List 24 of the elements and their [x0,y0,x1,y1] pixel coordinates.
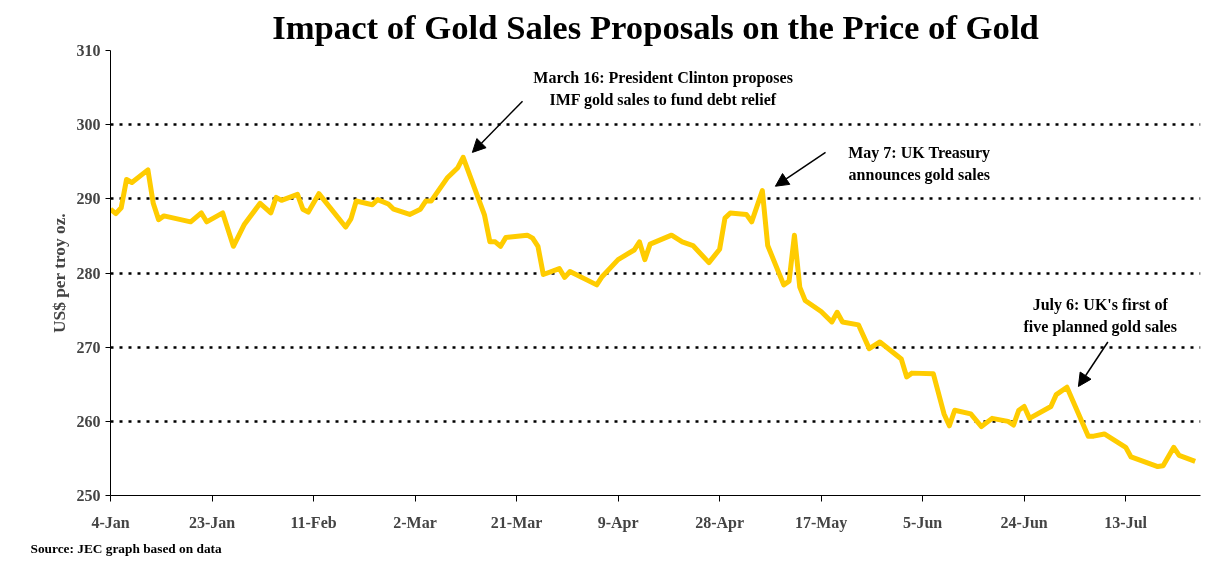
x-tick-label: 9-Apr [597,513,639,532]
x-tick-label: 4-Jan [91,513,130,531]
x-tick-label: 21-Mar [490,513,543,531]
annotation: May 7: UK Treasury announces gold sales [848,143,991,184]
y-tick-label: 300 [76,116,101,134]
x-tick-label: 11-Feb [290,513,337,531]
y-tick-label: 270 [76,338,101,356]
annotation: July 6: UK's first of five planned gold sales [1023,296,1177,337]
x-tick-label: 23-Jan [188,513,236,531]
x-tick-label: 24-Jun [1000,513,1048,531]
y-tick-label: 310 [76,42,101,59]
x-tick-label: 17-May [794,513,848,532]
y-tick-label: 260 [76,412,101,430]
y-axis-title: US$ per troy oz. [49,213,69,333]
x-tick-label: 5-Jun [903,513,943,531]
source-note: Source: JEC graph based on data [30,540,223,556]
annotation: March 16: President Clinton proposes IMF gold sales to fund debt relief [533,68,793,109]
x-tick-label: 2-Mar [393,513,437,531]
x-tick-label: 13-Jul [1104,513,1148,531]
x-tick-label: 28-Apr [695,513,745,532]
chart-title: Impact of Gold Sales Proposals on the Price of Gold [272,7,1039,46]
y-tick-label: 250 [76,487,101,504]
y-tick-label: 290 [76,190,101,208]
y-tick-label: 280 [76,264,101,282]
